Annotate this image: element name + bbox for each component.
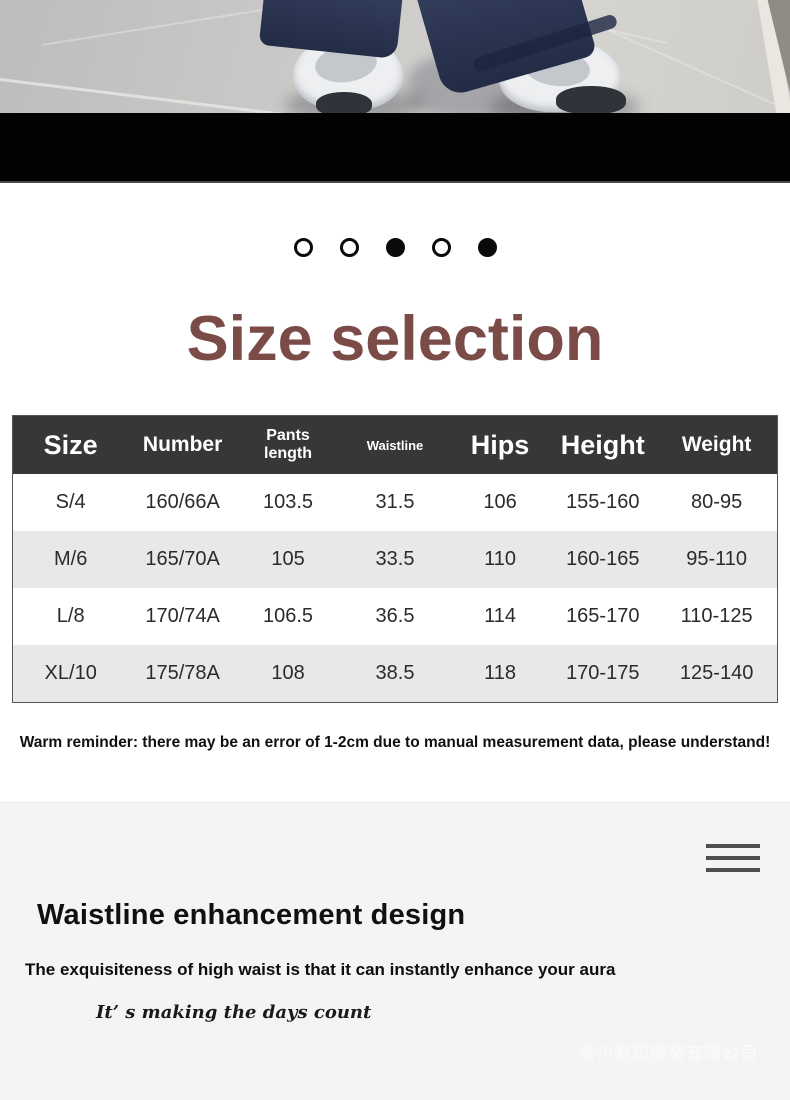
size-cell: 31.5	[339, 474, 451, 531]
page-title: Size selection	[186, 304, 604, 374]
size-cell: 165-170	[549, 588, 657, 645]
size-cell: 38.5	[339, 645, 451, 702]
size-cell: 110-125	[656, 588, 777, 645]
size-cell: 118	[450, 645, 550, 702]
size-cell: L/8	[13, 588, 129, 645]
section-tagline: It’ s making the days count	[96, 1002, 372, 1023]
carousel-dot-filled[interactable]	[477, 238, 497, 257]
column-header-pants-length: Pants length	[236, 416, 340, 474]
warm-reminder-text: Warm reminder: there may be an error of …	[19, 734, 771, 751]
size-cell: 175/78A	[128, 645, 237, 702]
waistline-section: Waistline enhancement design The exquisi…	[0, 802, 790, 1100]
section-subheading: The exquisiteness of high waist is that …	[25, 960, 616, 979]
size-cell: 160/66A	[128, 474, 237, 531]
marble-vein	[0, 74, 289, 113]
column-header-waistline: Waistline	[339, 416, 451, 474]
triple-lines-icon	[706, 844, 760, 872]
marble-vein	[41, 8, 269, 46]
size-cell: S/4	[13, 474, 129, 531]
carousel-dot-filled[interactable]	[385, 238, 405, 257]
size-cell: XL/10	[13, 645, 129, 702]
column-header-weight: Weight	[656, 416, 777, 474]
size-cell: 108	[236, 645, 340, 702]
column-header-size: Size	[13, 416, 129, 474]
left-pant-leg	[258, 0, 404, 60]
size-cell: 95-110	[656, 531, 777, 588]
size-cell: 36.5	[339, 588, 451, 645]
column-header-number: Number	[128, 416, 237, 474]
size-cell: 125-140	[656, 645, 777, 702]
size-cell: 106	[450, 474, 550, 531]
size-table: Size Number Pants length Waistline Hips Heigh…	[13, 416, 777, 702]
column-header-hips: Hips	[450, 416, 550, 474]
carousel-dot-outline[interactable]	[293, 238, 313, 257]
size-cell: 170-175	[549, 645, 657, 702]
company-watermark: 泉州魅影服装有限公司	[578, 1044, 758, 1063]
size-cell: 106.5	[236, 588, 340, 645]
size-cell: 110	[450, 531, 550, 588]
size-cell: 105	[236, 531, 340, 588]
sneaker-sole	[316, 92, 372, 113]
black-divider-band	[0, 113, 790, 183]
size-cell: 33.5	[339, 531, 451, 588]
size-cell: 80-95	[656, 474, 777, 531]
column-header-height: Height	[549, 416, 657, 474]
size-row-l-8: L/8 170/74A 106.5 36.5 114 165-170 110-125	[13, 588, 777, 645]
size-row-xl-10: XL/10 175/78A 108 38.5 118 170-175 125-140	[13, 645, 777, 702]
section-heading: Waistline enhancement design	[37, 899, 466, 931]
size-cell: 165/70A	[128, 531, 237, 588]
carousel-dot-outline[interactable]	[431, 238, 451, 257]
size-cell: M/6	[13, 531, 129, 588]
carousel-dot-outline[interactable]	[339, 238, 359, 257]
size-cell: 114	[450, 588, 550, 645]
size-cell: 160-165	[549, 531, 657, 588]
marble-vein	[608, 29, 790, 113]
size-row-s-4: S/4 160/66A 103.5 31.5 106 155-160 80-95	[13, 474, 777, 531]
size-cell: 103.5	[236, 474, 340, 531]
product-photo	[0, 0, 790, 113]
size-cell: 155-160	[549, 474, 657, 531]
sneaker-sole	[556, 86, 626, 113]
size-cell: 170/74A	[128, 588, 237, 645]
size-row-m-6: M/6 165/70A 105 33.5 110 160-165 95-110	[13, 531, 777, 588]
size-table-container: Size Number Pants length Waistline Hips Heigh…	[12, 415, 778, 703]
carousel-dots[interactable]	[0, 238, 790, 257]
